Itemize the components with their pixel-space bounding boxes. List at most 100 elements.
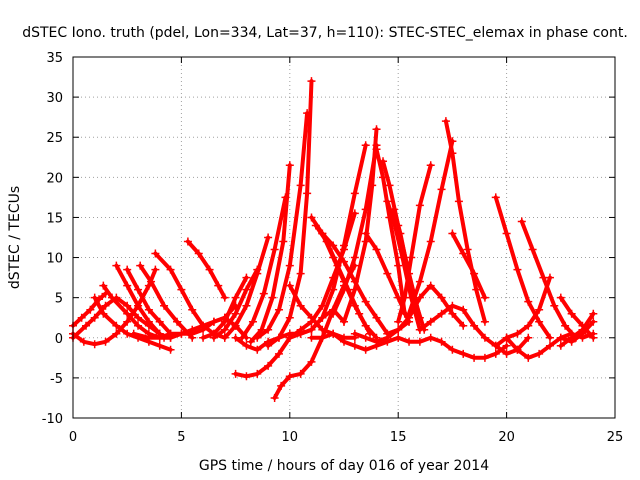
point-marker: [340, 257, 348, 266]
point-marker: [285, 261, 294, 270]
y-tick-label: -5: [50, 372, 63, 387]
point-marker: [209, 317, 218, 326]
point-marker: [535, 305, 544, 314]
point-marker: [480, 333, 489, 342]
point-marker: [209, 333, 218, 342]
point-marker: [144, 305, 153, 314]
point-marker: [340, 285, 348, 294]
point-marker: [556, 341, 565, 350]
point-marker: [147, 277, 156, 286]
point-marker: [155, 341, 164, 350]
point-marker: [199, 321, 208, 330]
point-marker: [589, 333, 598, 342]
point-marker: [415, 201, 424, 210]
y-tick-label: 10: [46, 252, 63, 267]
point-marker: [274, 305, 283, 314]
point-marker: [99, 281, 108, 290]
point-marker: [407, 253, 416, 262]
point-marker: [296, 301, 305, 310]
point-marker: [372, 125, 381, 134]
point-marker: [296, 329, 305, 338]
point-marker: [129, 329, 138, 338]
point-marker: [459, 249, 468, 258]
series-line-arc-49: [558, 295, 596, 340]
point-marker: [134, 285, 143, 294]
point-marker: [480, 293, 489, 302]
y-tick-label: 0: [55, 332, 63, 347]
x-tick-label: 10: [282, 430, 299, 445]
point-marker: [437, 309, 446, 318]
point-marker: [448, 301, 457, 310]
point-marker: [242, 285, 251, 294]
point-marker: [561, 321, 570, 330]
point-marker: [259, 289, 268, 298]
point-marker: [366, 329, 375, 338]
point-marker: [199, 333, 208, 342]
x-tick-label: 20: [498, 430, 515, 445]
point-marker: [274, 333, 283, 342]
point-marker: [472, 285, 481, 294]
point-marker: [318, 229, 327, 238]
point-marker: [405, 313, 414, 322]
series-line-arc-2: [71, 267, 158, 347]
point-marker: [528, 245, 537, 254]
point-marker: [350, 285, 359, 294]
point-marker: [307, 213, 316, 222]
point-marker: [589, 317, 598, 326]
series-line-arc-18: [255, 111, 310, 340]
point-marker: [415, 337, 424, 346]
point-marker: [396, 229, 405, 238]
y-tick-label: 35: [46, 51, 63, 66]
point-marker: [90, 340, 99, 349]
point-marker: [368, 181, 377, 190]
point-marker: [285, 313, 294, 322]
point-marker: [545, 333, 554, 342]
point-marker: [112, 261, 121, 270]
point-marker: [545, 273, 554, 282]
point-marker: [441, 117, 450, 126]
point-marker: [264, 361, 273, 370]
series-line-arc-51: [558, 319, 596, 344]
point-marker: [90, 313, 99, 322]
point-marker: [502, 333, 511, 342]
point-marker: [480, 317, 489, 326]
point-marker: [108, 293, 117, 302]
point-marker: [513, 329, 522, 338]
point-marker: [231, 333, 240, 342]
y-tick-label: 20: [46, 171, 63, 186]
point-marker: [415, 277, 424, 286]
point-marker: [437, 185, 446, 194]
y-tick-label: 15: [46, 211, 63, 226]
point-marker: [340, 317, 348, 326]
point-marker: [285, 333, 294, 342]
point-marker: [264, 325, 273, 334]
point-marker: [470, 269, 479, 278]
point-marker: [350, 189, 359, 198]
point-marker: [307, 77, 316, 86]
point-marker: [123, 309, 132, 318]
point-marker: [394, 333, 403, 342]
point-marker: [385, 181, 394, 190]
point-marker: [277, 381, 286, 390]
point-marker: [491, 341, 500, 350]
point-marker: [329, 285, 338, 294]
point-marker: [459, 305, 468, 314]
point-marker: [524, 333, 533, 342]
point-marker: [394, 261, 403, 270]
point-marker: [220, 325, 229, 334]
point-marker: [502, 341, 511, 350]
point-marker: [253, 333, 262, 342]
point-marker: [77, 313, 86, 322]
point-marker: [454, 197, 463, 206]
point-marker: [220, 293, 229, 302]
point-marker: [144, 333, 153, 342]
series-line-arc-41: [443, 119, 487, 324]
point-marker: [155, 317, 164, 326]
point-marker: [90, 293, 99, 302]
point-marker: [535, 317, 544, 326]
series-line-arc-42: [450, 231, 487, 300]
point-marker: [242, 341, 251, 350]
point-marker: [144, 317, 153, 326]
point-marker: [205, 265, 214, 274]
ticks: 0 5 10 15 20 25 -10 -5 0 5 10 15 20 25 30 35: [42, 51, 624, 445]
